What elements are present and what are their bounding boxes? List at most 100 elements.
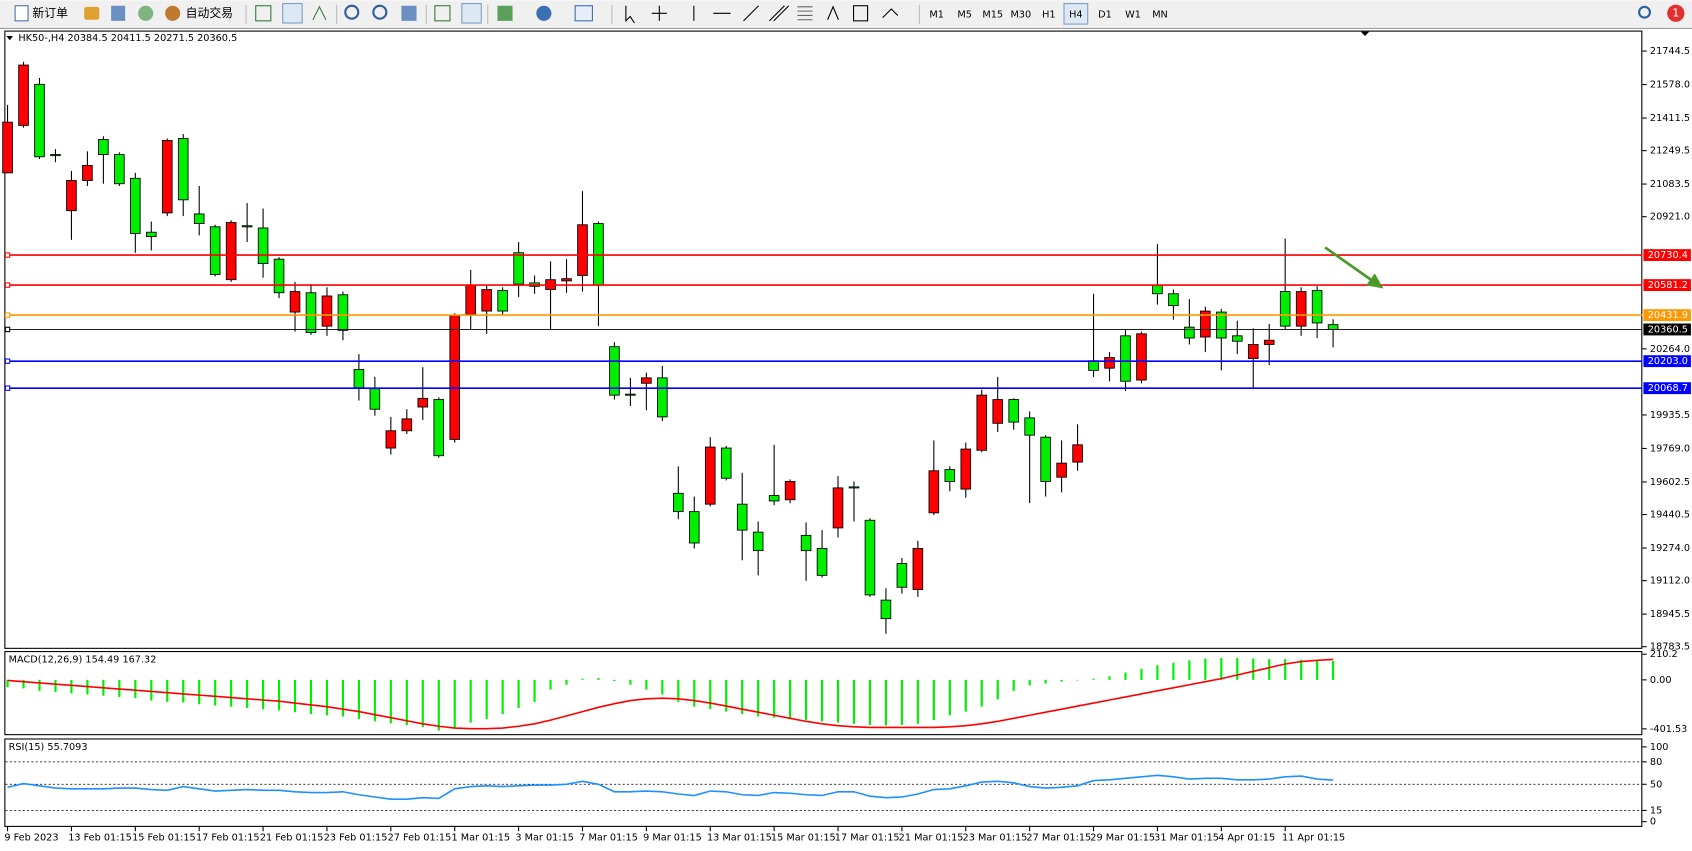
notification-badge[interactable] — [1667, 4, 1685, 22]
candle-body — [114, 154, 125, 185]
icon[interactable] — [574, 5, 593, 22]
macd-bar — [900, 679, 903, 726]
y-tick-label: 20264.0 — [1650, 344, 1690, 355]
chart-header: HK50-,H4 20384.5 20411.5 20271.5 20360.5 — [18, 33, 237, 44]
timeframe-button[interactable]: MN — [1152, 9, 1168, 20]
icon[interactable] — [282, 3, 303, 24]
macd-bar — [1332, 661, 1335, 680]
level-label-box — [1643, 309, 1691, 322]
search-icon[interactable] — [1638, 5, 1651, 19]
candle-body — [50, 154, 61, 157]
x-tick-label: 15 Mar 01:15 — [771, 833, 836, 844]
timeframe-bar: M1 M5 M15 M30 H1 H4 D1 W1 MN — [929, 3, 1168, 25]
icon[interactable] — [84, 6, 100, 20]
timeframe-button[interactable]: M5 — [957, 9, 972, 20]
candle-body — [2, 121, 13, 174]
arrow-shaft — [1324, 246, 1374, 283]
macd-bar — [277, 679, 281, 711]
level-handle — [4, 312, 11, 318]
x-tick-label: 9 Mar 01:15 — [643, 833, 702, 844]
macd-bar — [725, 679, 728, 712]
macd-bar — [980, 679, 983, 707]
candle-body — [609, 346, 620, 396]
macd-bar — [948, 679, 951, 716]
macd-bar — [469, 679, 472, 723]
candle-body — [800, 534, 812, 552]
macd-bar — [1236, 657, 1239, 680]
cursor-tool[interactable] — [625, 5, 635, 24]
timeframe-button[interactable]: H4 — [1063, 3, 1089, 25]
macd-bar — [1092, 678, 1095, 680]
timeframe-button[interactable]: H1 — [1042, 9, 1055, 20]
candle-body — [1072, 444, 1083, 463]
trendline-tool[interactable] — [743, 5, 759, 22]
macd-bar — [166, 679, 169, 702]
candle-body — [704, 446, 716, 505]
timeframe-label: M30 — [1010, 9, 1031, 20]
label-tool[interactable] — [853, 5, 869, 22]
auto-trading-button[interactable]: 自动交易 — [165, 5, 233, 21]
x-tick-label: 3 Mar 01:15 — [515, 833, 574, 844]
macd-bar — [741, 679, 744, 715]
macd-bar — [1284, 659, 1287, 680]
macd-bar — [804, 679, 808, 721]
icon[interactable] — [434, 5, 451, 22]
level-label-box — [1643, 355, 1691, 368]
new-order-button[interactable]: 新订单 — [14, 5, 68, 22]
candle-body — [433, 399, 445, 457]
arrows-tool[interactable] — [882, 8, 899, 18]
candle-body — [1184, 326, 1195, 339]
timeframe-button[interactable]: M15 — [982, 9, 1003, 20]
y-tick-label: 0 — [1650, 817, 1656, 828]
zoom-out[interactable] — [372, 4, 388, 20]
icon[interactable] — [536, 5, 552, 21]
icon[interactable] — [497, 5, 513, 21]
text-tool[interactable] — [827, 5, 839, 20]
fibo-tool[interactable] — [797, 6, 813, 21]
timeframe-button[interactable]: D1 — [1098, 9, 1112, 20]
timeframe-button[interactable]: M30 — [1010, 9, 1031, 20]
icon[interactable] — [312, 5, 327, 21]
y-tick-label: 18783.5 — [1650, 642, 1690, 653]
x-tick-label: 21 Mar 01:15 — [899, 833, 964, 844]
timeframe-button[interactable]: M1 — [929, 9, 944, 20]
macd-bar — [70, 679, 73, 694]
candle-body — [864, 519, 876, 596]
icon[interactable] — [401, 5, 417, 21]
macd-bar — [262, 679, 265, 710]
candle-body — [1040, 436, 1051, 482]
chart-shift-marker — [1360, 31, 1370, 36]
candle-body — [1231, 335, 1243, 342]
icon[interactable] — [461, 3, 482, 24]
candle-body — [369, 388, 381, 410]
candle-body — [720, 447, 732, 479]
candle-body — [625, 393, 636, 396]
candle-body — [321, 295, 333, 327]
level-label-box — [1643, 323, 1691, 336]
level-label: 20203.0 — [1648, 356, 1688, 367]
candle-body — [1295, 291, 1307, 327]
candle-body — [816, 547, 828, 576]
candle-body — [66, 180, 77, 212]
zoom-in[interactable] — [344, 4, 360, 20]
icon[interactable] — [111, 5, 126, 21]
candle-body — [673, 492, 684, 513]
level-handle — [4, 326, 11, 333]
timeframe-button[interactable]: W1 — [1125, 9, 1141, 20]
macd-bar — [677, 679, 680, 702]
y-tick-label: 21411.5 — [1650, 113, 1690, 124]
macd-bar — [1188, 660, 1191, 680]
channel-tool[interactable] — [769, 5, 790, 22]
icon[interactable] — [138, 5, 154, 21]
macd-bar — [773, 679, 776, 718]
candle-body — [768, 495, 780, 502]
x-tick-label: 13 Feb 01:15 — [68, 833, 132, 844]
icon[interactable] — [255, 5, 272, 22]
macd-bar — [1076, 679, 1079, 681]
macd-bar — [341, 679, 345, 717]
candle-body — [688, 511, 700, 544]
candle-body — [1056, 462, 1067, 478]
crosshair-tool[interactable] — [651, 5, 667, 21]
macd-bar — [150, 679, 153, 701]
timeframe-label: W1 — [1125, 9, 1141, 20]
